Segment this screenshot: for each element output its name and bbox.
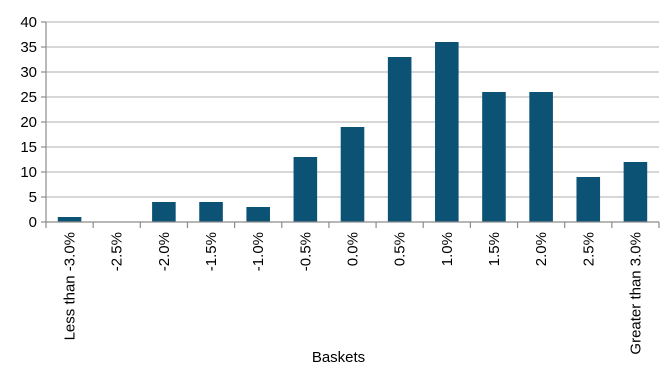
x-axis-title: Baskets bbox=[312, 349, 365, 366]
y-tick-label: 0 bbox=[29, 214, 37, 231]
y-tick-label: 20 bbox=[20, 114, 37, 131]
y-tick-label: 5 bbox=[29, 189, 37, 206]
x-tick-label: 0.5% bbox=[392, 232, 409, 266]
x-tick-label: -2.0% bbox=[156, 232, 173, 271]
axes bbox=[41, 21, 660, 228]
bar-9 bbox=[482, 92, 506, 222]
bar-11 bbox=[576, 177, 601, 222]
bar-4 bbox=[246, 207, 270, 222]
x-tick-label: 2.0% bbox=[533, 232, 550, 266]
bar-6 bbox=[340, 127, 365, 222]
x-tick-label: -2.5% bbox=[109, 232, 126, 271]
x-tick-label: -1.0% bbox=[250, 232, 267, 271]
y-tick-label: 35 bbox=[20, 39, 37, 56]
bar-5 bbox=[293, 157, 318, 222]
x-tick-label: 1.0% bbox=[439, 232, 456, 266]
x-tick-label: -1.5% bbox=[203, 232, 220, 271]
y-tick-label: 40 bbox=[20, 14, 37, 31]
bar-12 bbox=[623, 162, 648, 222]
bar-series bbox=[57, 42, 648, 222]
bar-7 bbox=[387, 57, 412, 222]
x-tick-label: 1.5% bbox=[486, 232, 503, 266]
x-tick-label: 0.0% bbox=[345, 232, 362, 266]
y-tick-label: 10 bbox=[20, 164, 37, 181]
y-tick-label: 25 bbox=[20, 89, 37, 106]
y-axis-ticks: 0 5 10 15 20 25 30 35 40 bbox=[20, 14, 37, 231]
x-tick-label: 2.5% bbox=[580, 232, 597, 266]
bar-2 bbox=[152, 202, 176, 222]
bar-10 bbox=[529, 92, 553, 222]
bar-8 bbox=[435, 42, 459, 222]
x-tick-label: Greater than 3.0% bbox=[627, 232, 644, 355]
x-axis-ticks: Less than -3.0% -2.5% -2.0% -1.5% -1.0% -0.5%… bbox=[62, 232, 645, 355]
y-tick-label: 30 bbox=[20, 64, 37, 81]
bar-3 bbox=[199, 202, 223, 222]
x-tick-label: Less than -3.0% bbox=[62, 232, 79, 340]
x-tick-label: -0.5% bbox=[297, 232, 314, 271]
y-tick-label: 15 bbox=[20, 139, 37, 156]
bar-0 bbox=[57, 217, 82, 222]
